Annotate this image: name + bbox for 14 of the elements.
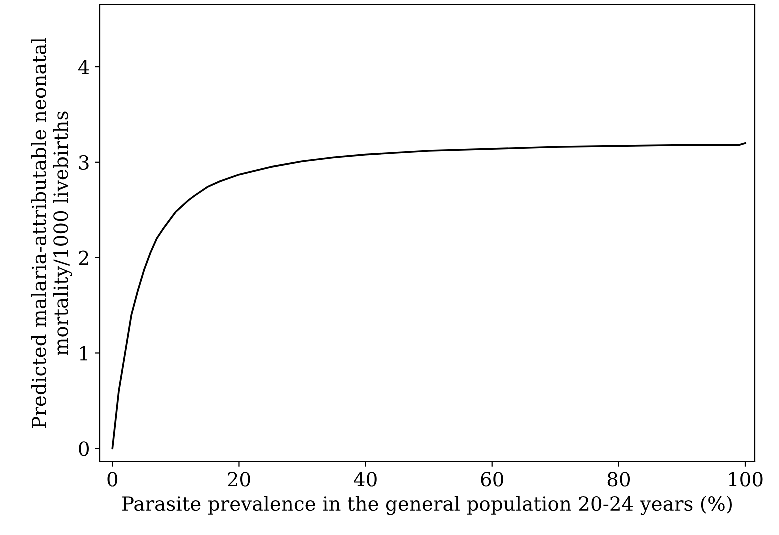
y-axis-title: Predicted malaria-attributable neonatal mortality/1000 livebirths [31,38,72,428]
x-axis-title: Parasite prevalence in the general population 20-24 years (%) [122,496,732,516]
y-tick-label: 4 [78,60,90,74]
x-tick-label: 60 [481,472,504,487]
y-tick-label: 1 [80,346,88,361]
x-tick-label: 100 [729,472,763,487]
line-series [112,142,746,450]
y-tick-label: 0 [79,442,89,456]
y-tick-label: 2 [79,250,88,266]
x-tick-label: 40 [354,472,377,487]
x-tick-label: 0 [108,472,118,487]
y-tick-label: 3 [79,155,89,170]
x-tick-label: 80 [608,472,630,487]
x-tick-label: 20 [228,472,250,487]
